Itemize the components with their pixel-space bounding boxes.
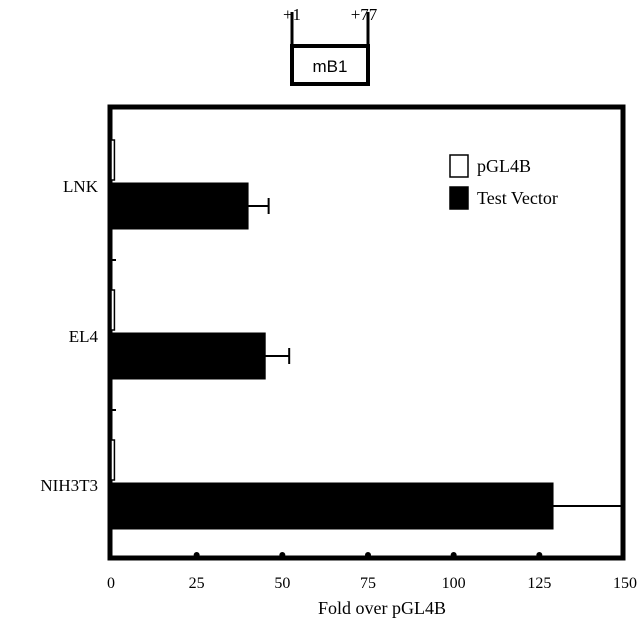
x-tick-label-50: 50 — [274, 575, 290, 592]
legend-swatch-test-vector — [449, 186, 469, 210]
x-tick-mark-25 — [193, 552, 200, 558]
x-axis-ticks: 0 25 50 75 100 125 150 — [107, 259, 637, 592]
bar-pgl4b-el4 — [110, 289, 116, 331]
bar-test-vector-lnk — [110, 182, 249, 230]
construct-box — [290, 44, 370, 86]
construct-start-label: +1 — [283, 5, 301, 24]
x-tick-label-0: 0 — [107, 575, 115, 592]
x-tick-mark-50 — [279, 552, 286, 558]
legend-label-pGL4B: pGL4B — [477, 156, 531, 176]
legend-label-test-vector: Test Vector — [477, 188, 558, 208]
category-label-nih3t3: NIH3T3 — [40, 476, 98, 495]
x-tick-mark-75 — [365, 552, 371, 558]
category-labels: LNK EL4 NIH3T3 — [40, 177, 98, 495]
construct-name: mB1 — [313, 57, 348, 76]
category-label-el4: EL4 — [69, 327, 99, 346]
error-bar-nih3t3 — [553, 498, 623, 514]
x-tick-mark-125 — [536, 552, 543, 558]
error-bar-lnk — [248, 198, 270, 214]
bar-test-vector-el4 — [110, 332, 266, 380]
bar-test-vector-nih3t3 — [110, 482, 554, 530]
x-tick-label-150: 150 — [613, 575, 637, 592]
x-axis-title: Fold over pGL4B — [318, 598, 446, 618]
legend-swatch-pGL4B — [449, 154, 469, 178]
x-tick-label-100: 100 — [442, 575, 466, 592]
bars-layer — [110, 139, 554, 530]
x-tick-mark-100 — [450, 552, 457, 558]
bar-pgl4b-lnk — [110, 139, 116, 181]
x-tick-label-25: 25 — [189, 575, 205, 592]
construct-end-label: +77 — [351, 5, 378, 24]
legend: pGL4B Test Vector — [449, 154, 558, 210]
category-label-lnk: LNK — [63, 177, 99, 196]
plot-frame — [107, 104, 626, 561]
x-tick-label-75: 75 — [360, 575, 376, 592]
bar-pgl4b-nih3t3 — [110, 439, 116, 481]
construct-diagram: mB1 +1 +77 — [283, 5, 378, 86]
x-tick-label-125: 125 — [527, 575, 551, 592]
error-bars-layer — [248, 198, 623, 514]
error-bar-el4 — [265, 348, 291, 364]
